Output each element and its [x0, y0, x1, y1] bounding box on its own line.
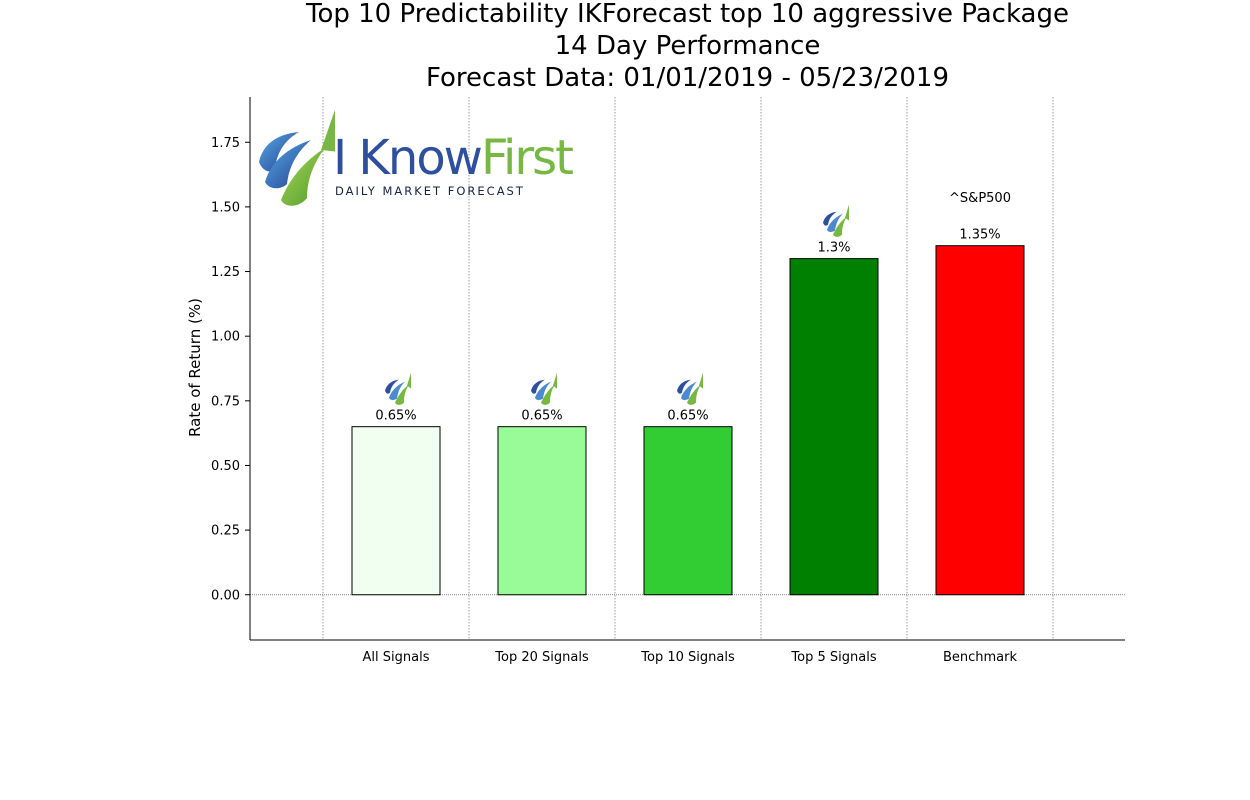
logo-wordmark: I KnowFirst — [333, 130, 574, 186]
chart-title-line-1: Top 10 Predictability IKForecast top 10 … — [305, 0, 1069, 29]
x-tick-label: Top 20 Signals — [494, 650, 589, 665]
x-tick-label: Top 10 Signals — [640, 650, 735, 665]
data-label-2: 0.65% — [667, 409, 708, 424]
logo-mini-icon — [823, 204, 849, 237]
x-tick-label: Benchmark — [943, 650, 1018, 665]
bar-1 — [497, 426, 587, 596]
axes — [245, 97, 1125, 641]
data-label-4: 1.35% — [959, 228, 1000, 243]
x-tick-label: All Signals — [363, 650, 430, 665]
y-tick-label: 0.50 — [211, 459, 240, 474]
chart-title-line-3: Forecast Data: 01/01/2019 - 05/23/2019 — [425, 63, 949, 93]
y-tick-label: 1.25 — [211, 265, 240, 280]
chart-title-line-2: 14 Day Performance — [554, 31, 821, 61]
y-tick-label: 0.25 — [211, 524, 240, 539]
y-axis-label: Rate of Return (%) — [186, 298, 204, 437]
logo: I KnowFirst DAILY MARKET FORECAST — [255, 100, 574, 215]
data-label-3: 1.3% — [817, 241, 850, 256]
data-label-0: 0.65% — [375, 409, 416, 424]
logo-mini-icon — [677, 372, 703, 405]
labels: 0.65% 0.65% 0.65% 1.3% 1.35% ^S&P500 0.00 0.25 0… — [186, 136, 1017, 665]
logo-mini-icon — [531, 372, 557, 405]
y-tick-label: 0.00 — [211, 588, 240, 603]
bar-0 — [351, 426, 441, 596]
data-label-1: 0.65% — [521, 409, 562, 424]
bar-2 — [643, 426, 733, 596]
y-tick-label: 1.50 — [211, 200, 240, 215]
logo-word-secondary: First — [480, 130, 574, 186]
logo-mini-icon — [385, 372, 411, 405]
y-tick-label: 1.00 — [211, 330, 240, 345]
y-tick-label: 1.75 — [211, 136, 240, 151]
bar-4 — [935, 245, 1025, 596]
logo-swoosh-icon — [259, 109, 335, 206]
logo-tagline: DAILY MARKET FORECAST — [335, 184, 525, 198]
logo-word-primary: I Know — [333, 130, 483, 186]
grid-lines — [250, 97, 1125, 640]
x-tick-label: Top 5 Signals — [790, 650, 876, 665]
bars — [351, 245, 1025, 596]
y-tick-label: 0.75 — [211, 394, 240, 409]
bar-3 — [789, 258, 879, 596]
benchmark-label: ^S&P500 — [949, 191, 1011, 206]
